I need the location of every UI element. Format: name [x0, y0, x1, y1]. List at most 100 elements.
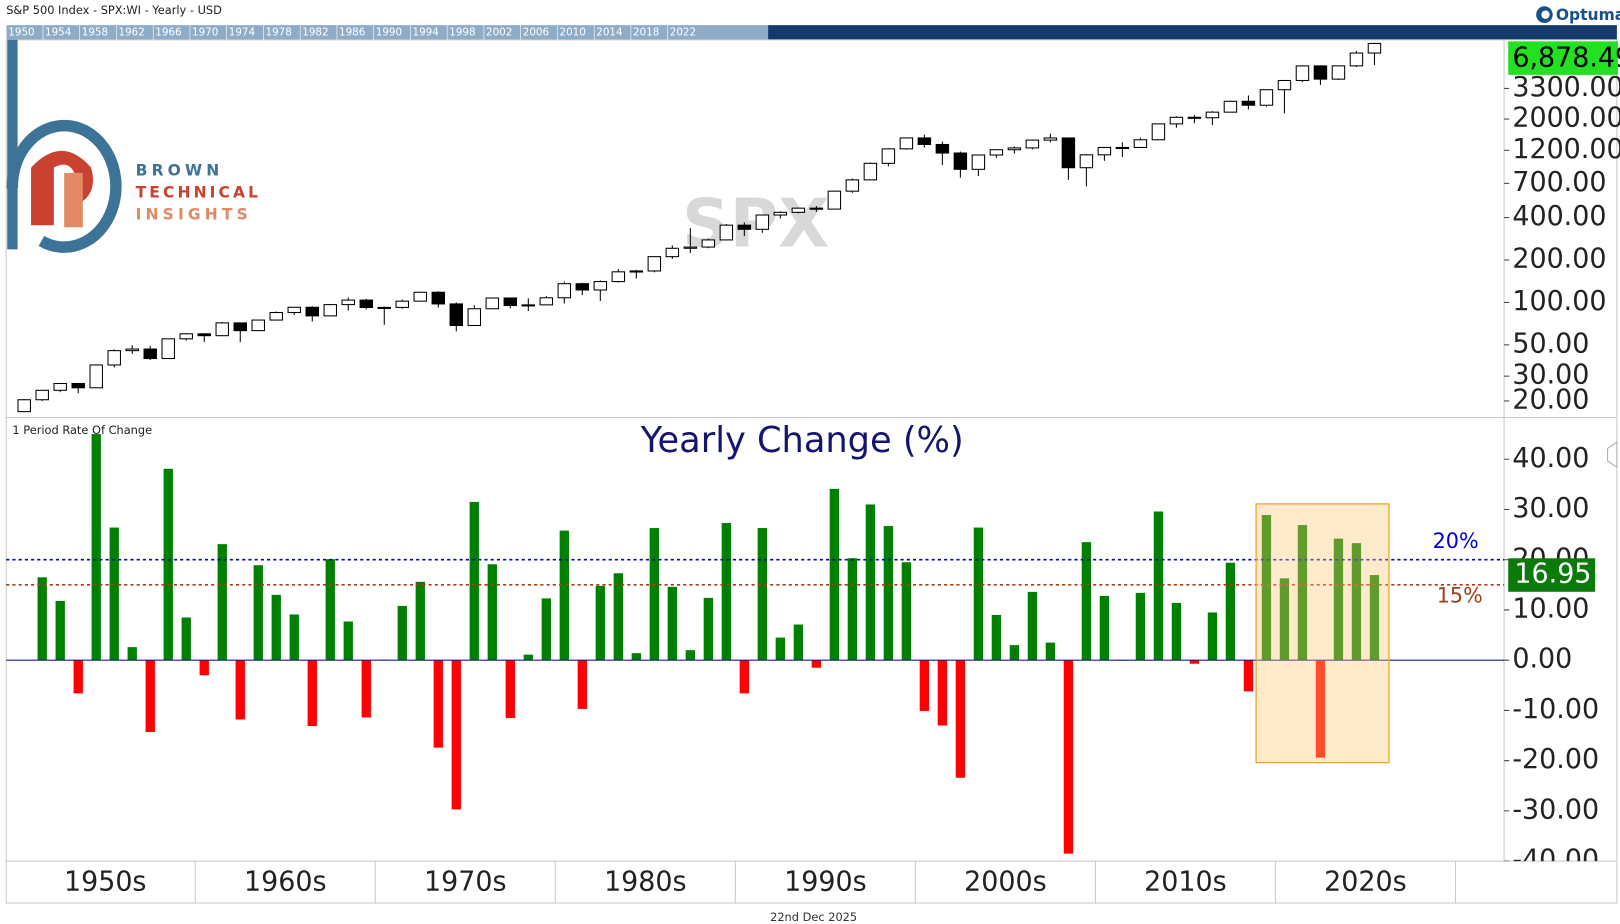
y-tick-label: 3300.00	[1512, 72, 1620, 103]
candle-body	[611, 271, 626, 283]
decade-label: 2000s	[964, 867, 1046, 898]
candle-body	[35, 389, 49, 401]
bar	[1297, 525, 1308, 661]
y-tick-label: 400.00	[1512, 201, 1606, 232]
candle-body	[395, 300, 410, 308]
bar	[1207, 612, 1218, 661]
candle-body	[539, 297, 554, 306]
candle-body	[323, 304, 337, 317]
bar	[721, 523, 731, 661]
navigator-year: 1998	[449, 26, 475, 38]
candle-body	[1115, 146, 1130, 150]
bar	[271, 594, 281, 661]
bar	[595, 585, 605, 661]
candle-body	[107, 350, 121, 366]
bar	[199, 660, 209, 676]
y-tick-label: 20.00	[1512, 384, 1589, 415]
candle-body	[845, 179, 860, 192]
candle-body	[1151, 123, 1166, 141]
bar	[235, 660, 245, 720]
collapse-tab[interactable]	[1607, 441, 1618, 469]
bar	[919, 660, 930, 711]
brand: Optuma	[1556, 6, 1620, 24]
candle-body	[953, 152, 968, 170]
bar	[1081, 542, 1092, 661]
bar	[1009, 645, 1020, 661]
candle-body	[1313, 65, 1328, 80]
y-tick-label: 0.00	[1512, 644, 1572, 675]
candle-body	[593, 281, 608, 291]
navigator-year: 1954	[45, 26, 72, 38]
navigator-year: 2014	[596, 26, 623, 38]
bar	[37, 577, 47, 661]
candle-body	[1277, 79, 1292, 91]
candle-body	[359, 299, 374, 308]
navigator-year: 1962	[119, 26, 145, 38]
candle-body	[647, 256, 662, 272]
candle-body	[683, 246, 698, 249]
bar	[1045, 642, 1056, 661]
candle-body	[773, 211, 788, 216]
candle-body	[197, 333, 211, 337]
bar	[1315, 660, 1326, 758]
navigator-year: 2010	[559, 26, 585, 38]
bar	[253, 565, 263, 661]
bar	[667, 586, 677, 661]
y-tick-label: 50.00	[1512, 328, 1589, 359]
bar	[1063, 660, 1074, 854]
logo-arc	[6, 119, 122, 253]
y-tick-label: 10.00	[1512, 593, 1589, 624]
y-tick-label: -20.00	[1512, 744, 1599, 775]
navigator-year: 1982	[302, 26, 328, 38]
navigator-year: 1966	[155, 26, 181, 38]
y-tick-label: 700.00	[1512, 167, 1606, 198]
y-axis: 40.0030.0020.0010.000.00-10.00-20.00-30.…	[1504, 443, 1599, 876]
candle-body	[1223, 100, 1238, 113]
last-value-box	[1508, 558, 1596, 592]
bar	[937, 660, 948, 726]
candle-body	[701, 239, 716, 248]
bar	[811, 660, 822, 668]
candle-body	[305, 306, 319, 317]
candle-body	[431, 291, 446, 305]
bar	[883, 526, 894, 661]
candle-body	[737, 224, 752, 230]
candle-body	[755, 214, 770, 230]
y-tick-label: 30.00	[1512, 360, 1589, 391]
navigator-year: 2018	[633, 26, 659, 38]
bar	[289, 614, 299, 661]
decade-label: 1990s	[784, 867, 866, 898]
y-tick-label: 40.00	[1512, 443, 1589, 474]
bar	[973, 527, 984, 661]
candle-body	[935, 143, 950, 154]
candle-body	[1349, 52, 1364, 67]
bar	[739, 660, 749, 694]
candle-body	[53, 382, 67, 391]
last-value-label: 16.95	[1514, 558, 1591, 589]
candle-body	[665, 247, 680, 258]
y-tick-label: 1200.00	[1512, 134, 1620, 165]
candle-body	[971, 154, 986, 170]
candle-body	[1097, 146, 1112, 156]
candle-body	[413, 291, 428, 302]
candle-body	[485, 297, 500, 310]
navigator-bar	[768, 25, 1617, 40]
bar	[1171, 602, 1182, 661]
candle-body	[233, 322, 247, 332]
bar	[649, 528, 659, 661]
candle-body	[1025, 139, 1040, 149]
y-tick-label: -40.00	[1512, 845, 1599, 876]
bar	[91, 434, 101, 661]
bar	[1135, 592, 1146, 661]
navigator-year: 1958	[82, 26, 108, 38]
navigator-year: 2006	[523, 26, 549, 38]
bar	[991, 614, 1002, 661]
candle-body	[719, 224, 734, 241]
bar	[631, 653, 641, 661]
bar	[145, 660, 155, 733]
candle-body	[521, 304, 536, 307]
candle-body	[377, 306, 392, 309]
decade-label: 2010s	[1144, 867, 1226, 898]
bar	[1027, 591, 1038, 661]
